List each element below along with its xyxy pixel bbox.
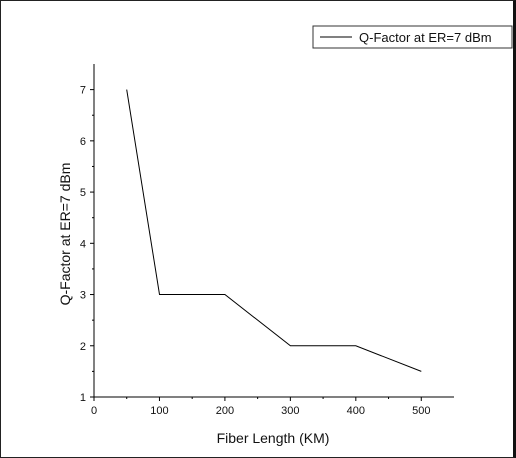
legend-label: Q-Factor at ER=7 dBm [359,30,492,45]
y-tick-label: 3 [80,290,86,302]
x-axis-title: Fiber Length (KM) [217,430,330,446]
x-tick-label: 100 [150,405,168,417]
x-tick-label: 0 [91,405,97,417]
x-tick-label: 400 [347,405,365,417]
y-tick-label: 4 [80,238,86,250]
y-tick-label: 6 [80,136,86,148]
legend-box [312,25,513,49]
y-tick-label: 1 [80,392,86,404]
axes [93,64,454,398]
x-tick-label: 500 [412,405,430,417]
y-tick-label: 5 [80,187,86,199]
x-tick-label: 200 [216,405,234,417]
legend: Q-Factor at ER=7 dBm [312,25,513,49]
ticks: 0 100 200 300 400 500 1 2 3 4 5 6 7 [80,85,431,417]
series-layer [126,89,422,372]
y-axis-title: Q-Factor at ER=7 dBm [57,163,73,306]
series-line [126,89,422,372]
y-tick-label: 7 [80,85,86,97]
y-tick-label: 2 [80,341,86,353]
x-tick-label: 300 [281,405,299,417]
